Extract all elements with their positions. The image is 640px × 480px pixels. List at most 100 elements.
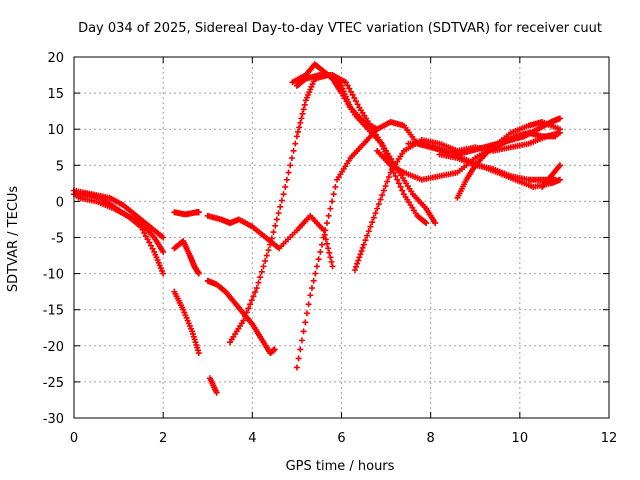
data-point	[352, 263, 359, 270]
data-point	[285, 169, 292, 176]
data-point	[329, 198, 336, 205]
data-point	[298, 115, 305, 122]
data-point	[394, 176, 401, 183]
data-point	[160, 270, 167, 277]
data-point	[423, 220, 430, 227]
data-point	[160, 234, 167, 241]
series-track-4	[171, 209, 202, 218]
x-tick-label: 6	[337, 431, 345, 446]
data-point	[370, 214, 377, 221]
x-axis-label: GPS time / hours	[286, 459, 395, 474]
data-point	[243, 309, 250, 316]
data-point	[330, 191, 337, 198]
data-point	[305, 301, 312, 308]
data-point	[347, 88, 354, 95]
data-point	[277, 203, 284, 210]
data-point	[552, 176, 559, 183]
y-tick-label: 10	[47, 123, 64, 138]
data-point	[292, 140, 299, 147]
data-point	[240, 317, 247, 324]
x-tick-label: 12	[601, 431, 618, 446]
data-point	[258, 268, 265, 275]
data-point	[356, 254, 363, 261]
data-point	[290, 147, 297, 154]
y-tick-label: 15	[47, 87, 64, 102]
data-point	[302, 319, 309, 326]
data-point	[262, 257, 269, 264]
series-track-19	[539, 162, 563, 190]
data-point	[308, 285, 315, 292]
data-point	[288, 155, 295, 162]
data-point	[250, 293, 257, 300]
data-point	[360, 241, 367, 248]
data-point	[351, 266, 358, 273]
data-point	[299, 110, 306, 117]
y-axis-label: SDTVAR / TECUs	[6, 186, 21, 293]
data-point	[327, 205, 334, 212]
data-point	[312, 270, 319, 277]
data-point	[395, 180, 402, 187]
data-point	[253, 285, 260, 292]
data-point	[265, 247, 272, 254]
data-point	[327, 254, 334, 261]
data-point	[142, 233, 149, 240]
y-tick-label: -20	[43, 340, 64, 355]
data-point	[275, 210, 282, 217]
axes: 0 2 4 6 8 10 12 -30 -25 -20 -15 -10 -5 0 5 10 15 20	[43, 51, 618, 446]
data-point	[195, 209, 202, 216]
data-point	[324, 220, 331, 227]
data-point	[282, 183, 289, 190]
data-point	[351, 95, 358, 102]
data-point	[354, 260, 361, 267]
data-point	[298, 337, 305, 344]
data-point	[293, 364, 300, 371]
y-tick-label: -5	[51, 232, 64, 247]
data-point	[147, 242, 154, 249]
data-point	[247, 301, 254, 308]
data-point	[313, 263, 320, 270]
data-point	[399, 187, 406, 194]
data-point	[272, 222, 279, 229]
data-point	[296, 124, 303, 131]
data-point	[332, 183, 339, 190]
data-point	[325, 212, 332, 219]
data-point	[310, 277, 317, 284]
chart-title: Day 034 of 2025, Sidereal Day-to-day VTE…	[78, 21, 602, 36]
data-point	[325, 245, 332, 252]
data-point	[283, 176, 290, 183]
data-point	[297, 119, 304, 126]
data-point	[328, 258, 335, 265]
data-point	[315, 256, 322, 263]
series-track-5	[171, 238, 202, 277]
data-point	[267, 241, 274, 248]
y-tick-label: -30	[43, 412, 64, 427]
data-point	[556, 162, 563, 169]
series-track-12	[293, 72, 439, 227]
data-point	[149, 245, 156, 252]
data-point	[344, 82, 351, 89]
data-point	[273, 216, 280, 223]
data-point	[556, 115, 563, 122]
data-point	[303, 310, 310, 317]
data-point	[359, 244, 366, 251]
series-track-6	[171, 288, 202, 357]
x-tick-label: 10	[512, 431, 529, 446]
data-point	[300, 106, 307, 113]
data-point	[320, 234, 327, 241]
data-point	[295, 355, 302, 362]
data-point	[317, 248, 324, 255]
data-layer	[71, 61, 563, 396]
grid	[74, 57, 609, 418]
data-point	[268, 235, 275, 242]
y-tick-label: 20	[47, 51, 64, 66]
series-track-18	[436, 151, 559, 183]
data-point	[278, 197, 285, 204]
data-point	[144, 236, 151, 243]
series-track-3	[75, 194, 167, 255]
x-tick-label: 2	[159, 431, 167, 446]
data-point	[297, 346, 304, 353]
data-point	[300, 328, 307, 335]
data-point	[146, 239, 153, 246]
data-point	[257, 274, 264, 281]
